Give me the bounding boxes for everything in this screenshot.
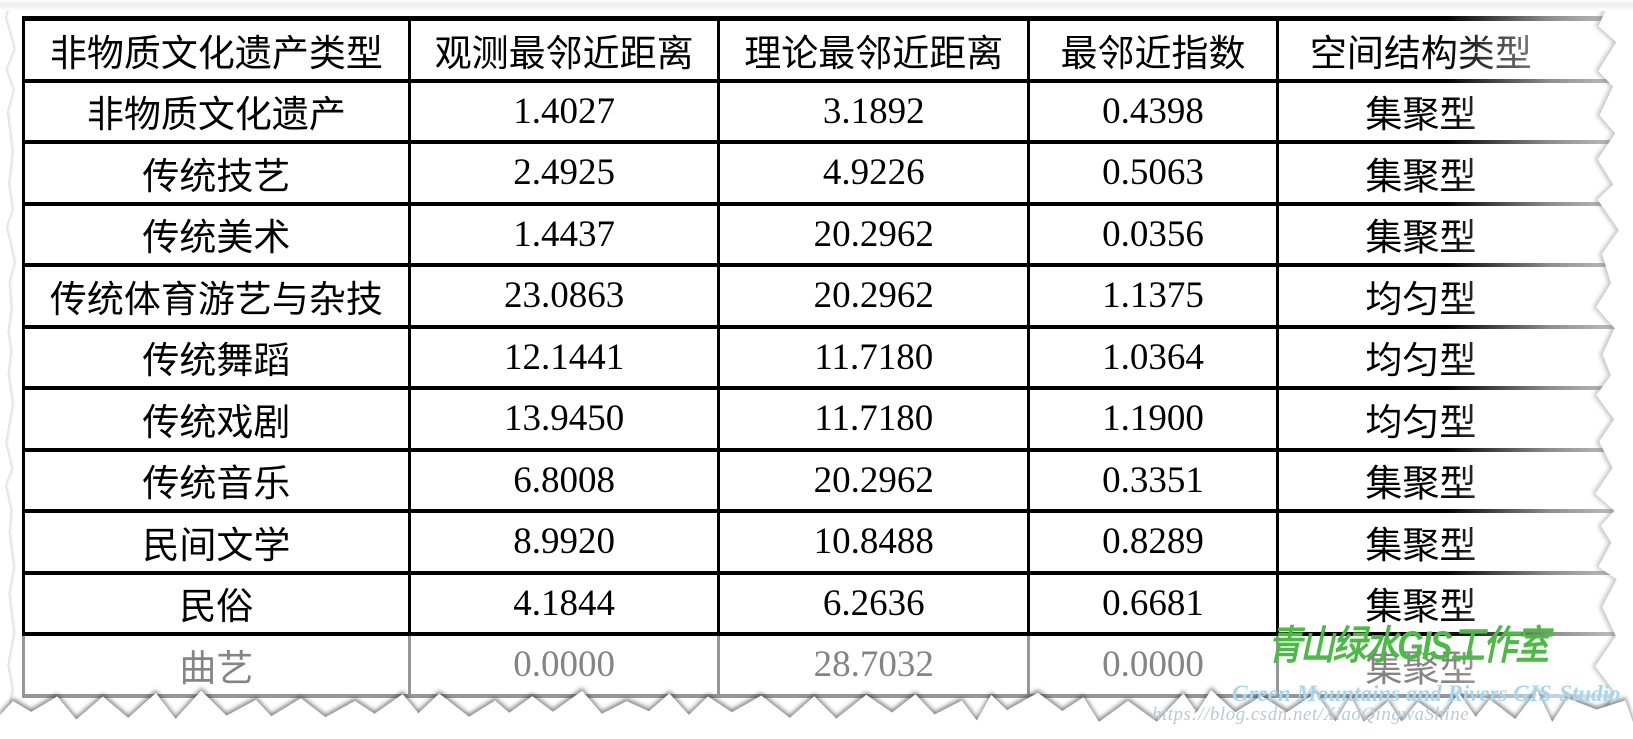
- value-cell: 1.4027: [407, 78, 721, 144]
- table-body: 非物质文化遗产 1.4027 3.1892 0.4398 集聚型 传统技艺 2.4925 4.…: [22, 78, 1633, 698]
- watermark-en-subtitle: Green Mountains and Rivers GIS-Studio: [1232, 681, 1621, 706]
- category-cell: 传统技艺: [22, 140, 411, 206]
- value-cell: 3.1892: [717, 78, 1031, 144]
- value-cell: 2.4925: [407, 140, 721, 206]
- category-cell: 传统戏剧: [22, 386, 411, 452]
- value-cell: 1.1900: [1027, 386, 1279, 452]
- category-cell: 传统美术: [22, 201, 411, 267]
- value-cell: 0.8289: [1027, 509, 1279, 575]
- header-cell: 理论最邻近距离: [717, 16, 1031, 83]
- category-cell: 传统体育游艺与杂技: [22, 263, 411, 329]
- header-cell: 最邻近指数: [1027, 16, 1279, 83]
- value-cell: 6.8008: [407, 447, 721, 513]
- torn-edge-bottom: [0, 690, 1633, 739]
- value-cell: 13.9450: [407, 386, 721, 452]
- value-cell: 0.0000: [407, 632, 721, 698]
- value-cell: 1.1375: [1027, 263, 1279, 329]
- table-row: 传统美术 1.4437 20.2962 0.0356 集聚型: [22, 201, 1633, 267]
- nearest-neighbor-table: 非物质文化遗产类型 观测最邻近距离 理论最邻近距离 最邻近指数 空间结构类型 非物质文化…: [22, 16, 1633, 698]
- header-cell: 非物质文化遗产类型: [22, 16, 411, 83]
- value-cell: 20.2962: [717, 201, 1031, 267]
- table-row: 传统技艺 2.4925 4.9226 0.5063 集聚型: [22, 140, 1633, 206]
- right-fade: [1445, 0, 1633, 739]
- category-cell: 传统音乐: [22, 447, 411, 513]
- value-cell: 0.0000: [1027, 632, 1279, 698]
- category-cell: 传统舞蹈: [22, 324, 411, 390]
- header-cell: 观测最邻近距离: [407, 16, 721, 83]
- table-row: 非物质文化遗产 1.4027 3.1892 0.4398 集聚型: [22, 78, 1633, 144]
- value-cell: 20.2962: [717, 263, 1031, 329]
- value-cell: 11.7180: [717, 324, 1031, 390]
- table-row: 传统体育游艺与杂技 23.0863 20.2962 1.1375 均匀型: [22, 263, 1633, 329]
- torn-edge-left: [0, 0, 14, 739]
- header-row: 非物质文化遗产类型 观测最邻近距离 理论最邻近距离 最邻近指数 空间结构类型: [22, 16, 1633, 83]
- value-cell: 12.1441: [407, 324, 721, 390]
- torn-edge-top: [0, 0, 1633, 11]
- value-cell: 4.1844: [407, 570, 721, 636]
- value-cell: 4.9226: [717, 140, 1031, 206]
- watermark-cn-title: 青山绿水GIS工作室: [1268, 624, 1549, 668]
- value-cell: 6.2636: [717, 570, 1031, 636]
- table-row: 传统舞蹈 12.1441 11.7180 1.0364 均匀型: [22, 324, 1633, 390]
- category-cell: 非物质文化遗产: [22, 78, 411, 144]
- value-cell: 0.3351: [1027, 447, 1279, 513]
- value-cell: 1.0364: [1027, 324, 1279, 390]
- value-cell: 0.6681: [1027, 570, 1279, 636]
- value-cell: 0.0356: [1027, 201, 1279, 267]
- value-cell: 0.4398: [1027, 78, 1279, 144]
- table-header: 非物质文化遗产类型 观测最邻近距离 理论最邻近距离 最邻近指数 空间结构类型: [22, 16, 1633, 83]
- value-cell: 1.4437: [407, 201, 721, 267]
- value-cell: 23.0863: [407, 263, 721, 329]
- watermark-url: https://blog.csdn.net/XiaoQingwaShine: [1152, 704, 1470, 725]
- table-row: 传统戏剧 13.9450 11.7180 1.1900 均匀型: [22, 386, 1633, 452]
- category-cell: 曲艺: [22, 632, 411, 698]
- value-cell: 28.7032: [717, 632, 1031, 698]
- value-cell: 11.7180: [717, 386, 1031, 452]
- table-row: 民间文学 8.9920 10.8488 0.8289 集聚型: [22, 509, 1633, 575]
- value-cell: 8.9920: [407, 509, 721, 575]
- value-cell: 10.8488: [717, 509, 1031, 575]
- category-cell: 民间文学: [22, 509, 411, 575]
- category-cell: 民俗: [22, 570, 411, 636]
- torn-edge-right: [1595, 0, 1633, 739]
- table-row: 传统音乐 6.8008 20.2962 0.3351 集聚型: [22, 447, 1633, 513]
- value-cell: 20.2962: [717, 447, 1031, 513]
- value-cell: 0.5063: [1027, 140, 1279, 206]
